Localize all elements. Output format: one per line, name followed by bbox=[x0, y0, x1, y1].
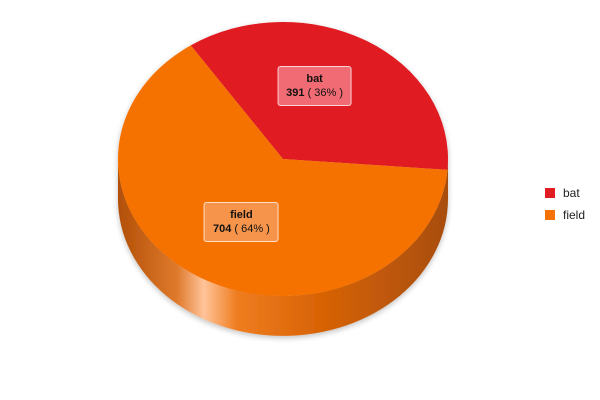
legend-item-bat[interactable]: bat bbox=[545, 182, 585, 204]
legend-label: bat bbox=[563, 186, 580, 200]
slice-label-name: bat bbox=[306, 72, 323, 85]
slice-label-value: 704 bbox=[212, 223, 232, 236]
slice-label-name: field bbox=[230, 209, 253, 222]
legend-label: field bbox=[563, 208, 586, 222]
pie-slice-field[interactable] bbox=[117, 45, 448, 297]
legend-swatch bbox=[545, 188, 555, 198]
legend-item-field[interactable]: field bbox=[545, 204, 585, 226]
legend: bat field bbox=[545, 182, 585, 226]
slice-label-value: 391 bbox=[286, 86, 305, 99]
slice-label-percent: ( 36% ) bbox=[304, 86, 344, 99]
pie-side-wall bbox=[118, 159, 448, 336]
slice-label-bat: bat 391 ( 36% ) bbox=[277, 65, 353, 106]
slice-label-field: field 704 ( 64% ) bbox=[203, 202, 279, 243]
legend-swatch bbox=[545, 210, 555, 220]
slice-label-percent: ( 64% ) bbox=[231, 223, 270, 236]
